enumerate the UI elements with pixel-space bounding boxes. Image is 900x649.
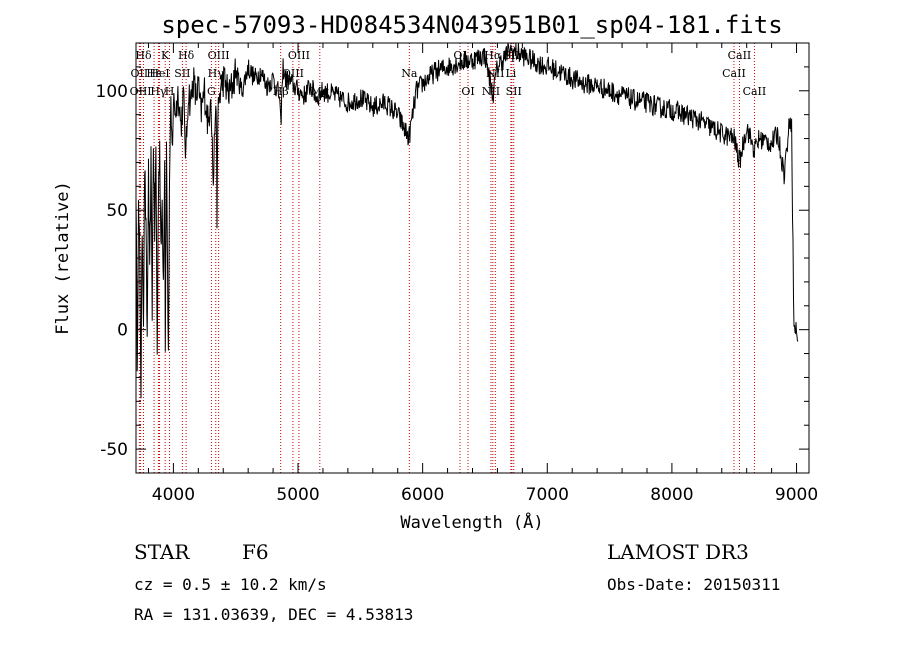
coordinates: RA = 131.03639, DEC = 4.53813 [134, 605, 414, 624]
y-tick-label: -50 [100, 440, 128, 460]
y-tick-label: 50 [106, 201, 128, 221]
x-tick-label: 9000 [775, 485, 818, 505]
line-marker-label: HeI [149, 67, 169, 80]
x-tick-label: 5000 [276, 485, 319, 505]
x-tick-label: 7000 [526, 485, 569, 505]
line-marker-label: OIII [288, 49, 310, 62]
line-marker-label: G [207, 85, 216, 98]
line-marker-label: OI [461, 85, 474, 98]
x-axis-ticks: 4000 5000 6000 7000 8000 9000 [147, 43, 818, 505]
line-markers [138, 43, 755, 473]
chart-title: spec-57093-HD084534N043951B01_sp04-181.f… [161, 11, 782, 39]
x-tick-label: 4000 [152, 485, 195, 505]
line-marker-label: OII [131, 67, 149, 80]
line-marker-label: OIII [208, 49, 230, 62]
line-marker-label: Hε [146, 67, 162, 80]
line-marker-label: CaII [722, 67, 746, 80]
line-marker-label: H [165, 85, 175, 98]
line-marker-label: CaII [743, 85, 767, 98]
plot-frame [135, 42, 810, 474]
line-marker-label: OIII [130, 85, 152, 98]
y-axis-label: Flux (relative) [53, 181, 73, 335]
y-axis-ticks: -50 0 50 100 [96, 66, 809, 460]
line-marker-label: Na [401, 67, 418, 80]
obs-date: Obs-Date: 20150311 [607, 575, 781, 594]
x-axis-label: Wavelength (Å) [400, 511, 543, 533]
spectral-subclass: F6 [242, 540, 269, 564]
line-marker-label: SII [506, 85, 522, 98]
line-marker-label: Hδ [135, 49, 152, 62]
line-marker-label: Hγ [208, 67, 225, 80]
spectrum-series-line [135, 43, 799, 399]
x-tick-label: 8000 [650, 485, 693, 505]
redshift-readout: cz = 0.5 ± 10.2 km/s [134, 575, 327, 594]
line-marker-label: K [161, 49, 170, 62]
line-marker-label: SII [174, 67, 190, 80]
y-tick-label: 0 [117, 321, 128, 341]
line-marker-label: CaII [728, 49, 752, 62]
line-marker-label: Hδ [178, 49, 195, 62]
line-marker-label: Hα [484, 49, 502, 62]
object-class: STAR [134, 540, 190, 564]
line-marker-label: Hγ [150, 85, 167, 98]
survey-name: LAMOST DR3 [607, 540, 749, 564]
x-tick-label: 6000 [401, 485, 444, 505]
y-tick-label: 100 [96, 82, 128, 102]
line-marker-label: Li [505, 67, 516, 80]
